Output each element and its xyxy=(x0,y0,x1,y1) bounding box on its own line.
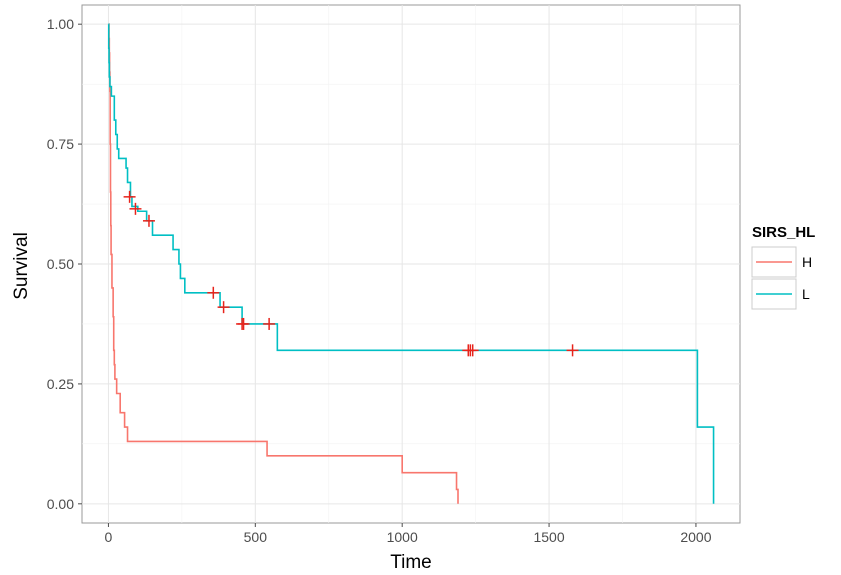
y-tick-label: 0.75 xyxy=(47,136,74,152)
censor-mark xyxy=(263,317,276,330)
censor-mark xyxy=(217,301,230,314)
censor-mark xyxy=(142,214,155,227)
x-axis-ticks: 0 500 1000 1500 2000 xyxy=(105,523,712,545)
y-tick-label: 0.50 xyxy=(47,256,74,272)
legend: SIRS_HL H L xyxy=(751,224,815,310)
y-tick-label: 0.00 xyxy=(47,496,74,512)
y-tick-label: 1.00 xyxy=(47,16,74,32)
grid-major xyxy=(82,5,740,523)
x-tick-label: 0 xyxy=(105,529,113,545)
censor-marks xyxy=(123,190,579,357)
grid-minor xyxy=(82,5,740,523)
y-axis-ticks: 0.00 0.25 0.50 0.75 1.00 xyxy=(47,16,82,512)
x-tick-label: 2000 xyxy=(680,529,711,545)
censor-mark xyxy=(566,344,579,357)
x-tick-label: 500 xyxy=(244,529,268,545)
censor-mark xyxy=(207,286,220,299)
x-tick-label: 1500 xyxy=(533,529,564,545)
censor-mark xyxy=(466,344,479,357)
x-tick-label: 1000 xyxy=(387,529,418,545)
censor-mark xyxy=(237,317,250,330)
censor-mark xyxy=(123,190,136,203)
x-axis-title: Time xyxy=(390,552,432,573)
censor-mark xyxy=(129,202,142,215)
y-axis-title: Survival xyxy=(11,232,32,300)
legend-title: SIRS_HL xyxy=(752,224,815,241)
legend-label-h: H xyxy=(802,254,812,270)
legend-label-l: L xyxy=(802,286,810,302)
y-tick-label: 0.25 xyxy=(47,376,74,392)
